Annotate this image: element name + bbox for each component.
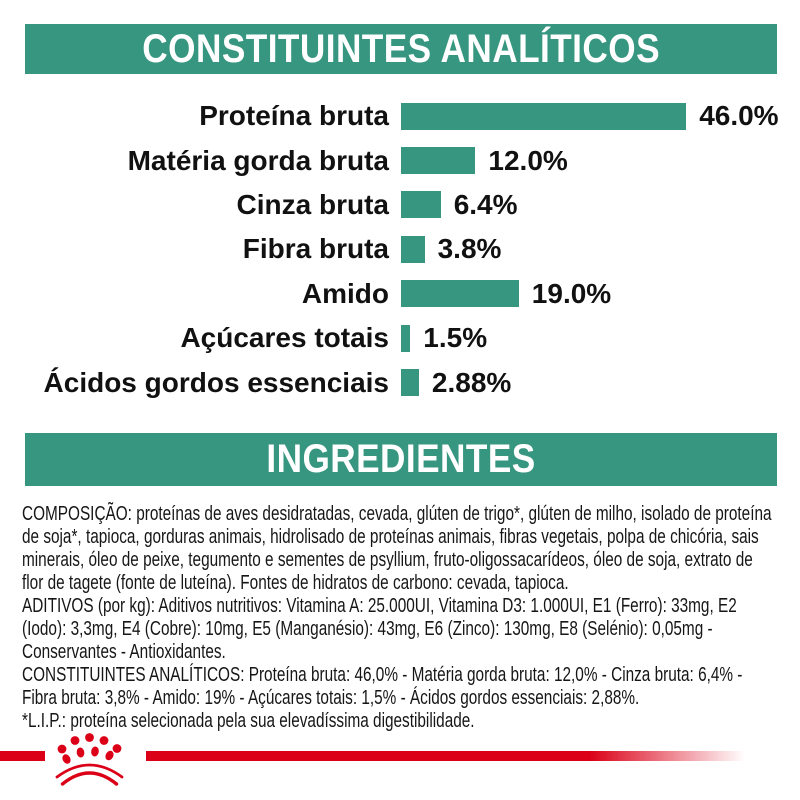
- chart-value-label: 6.4%: [453, 188, 518, 220]
- analytical-constituents-bar-chart: Proteína bruta 46.0% Matéria gorda bruta…: [0, 94, 800, 405]
- chart-category-label: Proteína bruta: [199, 100, 389, 132]
- analytical-constituents-title: CONSTITUINTES ANALÍTICOS: [142, 26, 660, 71]
- chart-bar: [401, 191, 441, 219]
- chart-category-label: Fibra bruta: [242, 233, 389, 265]
- lip-footnote-paragraph: *L.I.P.: proteína selecionada pela sua e…: [22, 710, 475, 732]
- chart-row: Fibra bruta 3.8%: [0, 227, 800, 271]
- chart-bar: [401, 102, 687, 130]
- chart-bar: [401, 235, 425, 263]
- additives-paragraph: ADITIVOS (por kg): Aditivos nutritivos: …: [22, 595, 737, 663]
- ingredients-text-block: COMPOSIÇÃO: proteínas de aves desidratad…: [22, 503, 777, 733]
- chart-category-label: Açúcares totais: [180, 322, 389, 354]
- chart-category-label: Ácidos gordos essenciais: [43, 366, 389, 398]
- chart-category-label: Cinza bruta: [236, 188, 389, 220]
- chart-value-label: 2.88%: [431, 366, 512, 398]
- chart-row: Proteína bruta 46.0%: [0, 94, 800, 138]
- royal-canin-crown-icon: [55, 733, 124, 786]
- chart-row: Ácidos gordos essenciais 2.88%: [0, 360, 800, 404]
- analytical-constituents-banner: CONSTITUINTES ANALÍTICOS: [25, 24, 777, 74]
- chart-value-label: 1.5%: [423, 322, 488, 354]
- chart-category-label: Amido: [301, 277, 389, 309]
- chart-bar: [401, 324, 411, 352]
- chart-row: Cinza bruta 6.4%: [0, 183, 800, 227]
- chart-value-label: 3.8%: [437, 233, 502, 265]
- chart-bar: [401, 280, 519, 308]
- chart-value-label: 19.0%: [531, 277, 612, 309]
- chart-row: Açúcares totais 1.5%: [0, 316, 800, 360]
- chart-category-label: Matéria gorda bruta: [127, 144, 389, 176]
- ingredients-banner: INGREDIENTES: [25, 433, 777, 486]
- chart-bar: [401, 147, 476, 175]
- logo-rule-right: [146, 751, 745, 761]
- logo-rule-left: [0, 751, 45, 761]
- composition-paragraph: COMPOSIÇÃO: proteínas de aves desidratad…: [22, 503, 772, 594]
- chart-row: Amido 19.0%: [0, 272, 800, 316]
- chart-bar: [401, 369, 419, 397]
- chart-value-label: 46.0%: [699, 100, 779, 132]
- analytical-constituents-paragraph: CONSTITUINTES ANALÍTICOS: Proteína bruta…: [22, 664, 743, 709]
- ingredients-title: INGREDIENTES: [266, 437, 536, 481]
- chart-row: Matéria gorda bruta 12.0%: [0, 138, 800, 182]
- chart-value-label: 12.0%: [488, 144, 568, 176]
